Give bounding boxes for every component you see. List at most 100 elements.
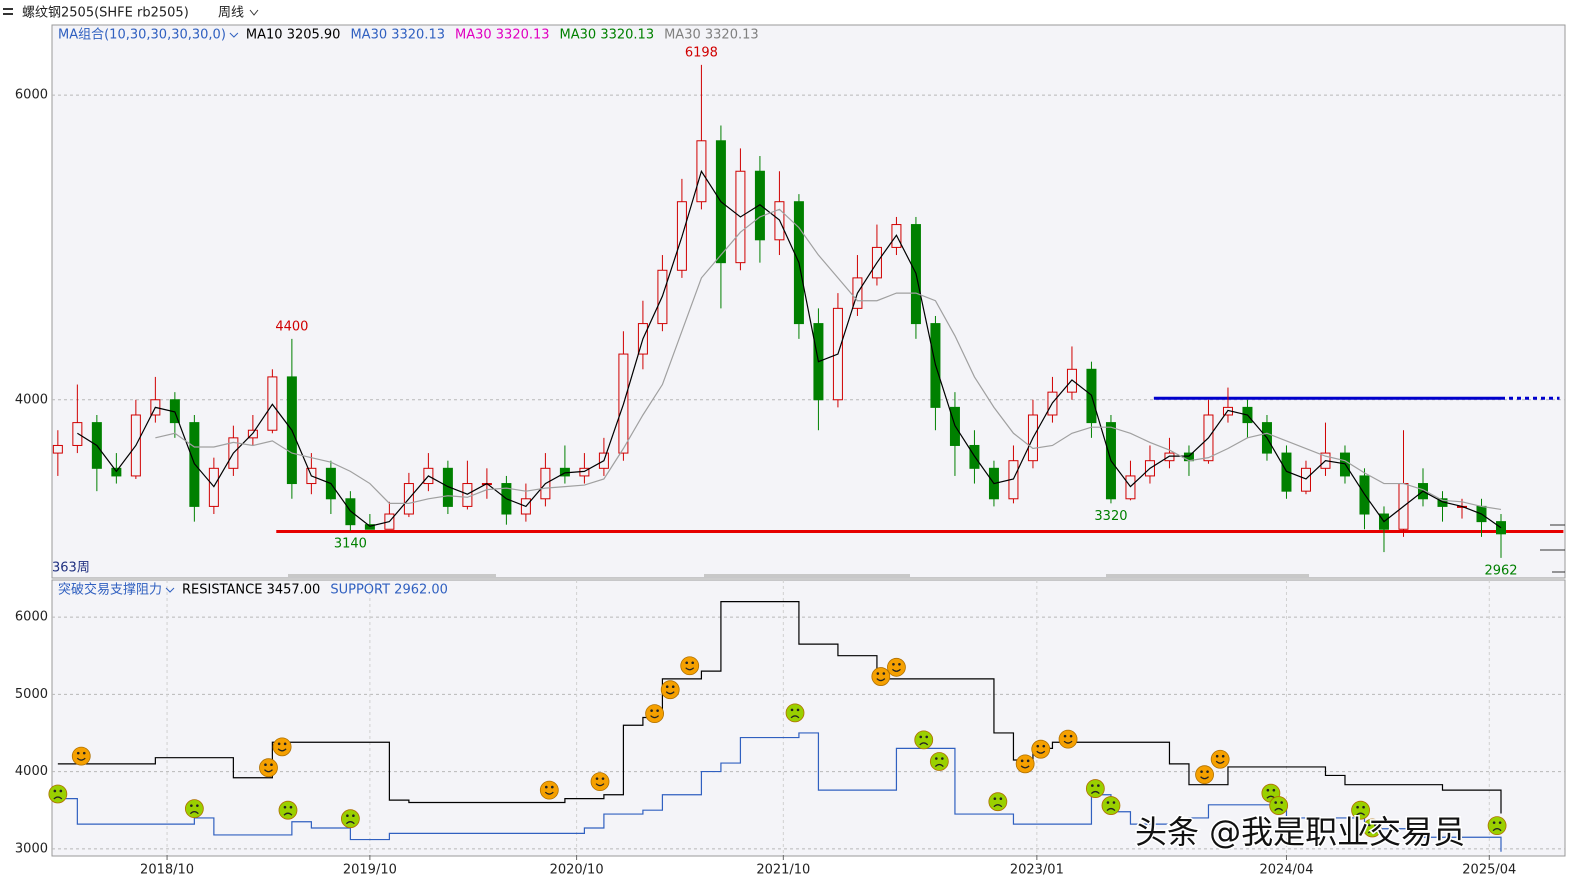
signal-mouth [1215, 760, 1225, 764]
down-signal [914, 730, 934, 750]
signal-eye [1097, 784, 1100, 787]
signal-mouth [650, 715, 660, 719]
y-tick-label: 5000 [15, 687, 48, 702]
legend-entry: MA10 3205.90 [246, 28, 341, 43]
legend-entry: RESISTANCE 3457.00 [182, 583, 320, 598]
candle-body [72, 422, 83, 446]
signal-face [184, 799, 204, 819]
signal-mouth [1106, 807, 1116, 812]
signal-eye [1206, 770, 1209, 773]
symbol-title: 螺纹钢2505(SHFE rb2505) [22, 6, 189, 21]
signal-eye [1367, 823, 1371, 827]
signal-eye [1356, 805, 1359, 809]
signal-eye [1112, 801, 1116, 804]
signal-eye [59, 789, 63, 793]
low-label: 3320 [1094, 509, 1127, 524]
signal-eye [1020, 759, 1024, 763]
signal-face [645, 704, 665, 724]
up-signal [1210, 749, 1230, 769]
signal-face [272, 737, 292, 757]
signal-eye [595, 777, 599, 780]
period-selector[interactable]: 周线 [218, 6, 244, 21]
signal-face [71, 746, 91, 766]
signal-face [914, 730, 934, 750]
signal-eye [898, 662, 901, 666]
y-tick-label: 4000 [15, 392, 48, 407]
up-signal [590, 772, 610, 792]
signal-mouth [1367, 830, 1377, 834]
signal-face [1101, 796, 1121, 815]
signal-eye [993, 797, 997, 800]
signal-eye [53, 789, 57, 793]
signal-mouth [1020, 765, 1030, 769]
down-signal [1269, 796, 1289, 815]
scroll-marker [1106, 574, 1309, 577]
candle-body [754, 170, 765, 241]
signal-mouth [934, 763, 944, 767]
down-signal [340, 809, 360, 829]
x-tick-label: 2021/10 [756, 863, 810, 878]
x-tick-label: 2023/01 [1010, 863, 1064, 878]
up-signal [871, 667, 891, 686]
dropdown-chevron[interactable] [249, 9, 259, 16]
legend-entry: MA30 3320.13 [455, 28, 550, 43]
signal-eye [283, 805, 287, 809]
signal-mouth [876, 678, 886, 682]
signal-mouth [544, 791, 554, 795]
up-signal [71, 746, 91, 766]
signal-eye [876, 672, 880, 675]
up-signal [887, 657, 906, 677]
signal-eye [346, 814, 349, 817]
candle-body [364, 524, 375, 530]
signal-eye [277, 742, 281, 746]
scroll-marker [704, 574, 910, 577]
signal-face [1031, 739, 1051, 759]
signal-face [988, 792, 1008, 812]
signal-eye [1272, 788, 1276, 792]
signal-eye [264, 763, 267, 767]
legend-chevron [229, 32, 239, 38]
signal-mouth [595, 783, 605, 787]
signal-eye [545, 785, 548, 789]
signal-eye [1026, 759, 1030, 763]
x-tick-label: 2024/04 [1259, 863, 1313, 878]
signal-eye [685, 661, 689, 665]
signal-face [1362, 818, 1382, 838]
signal-eye [1280, 801, 1283, 804]
signal-mouth [277, 748, 287, 752]
x-tick-label: 2020/10 [550, 863, 604, 878]
signal-eye [289, 805, 293, 809]
down-signal [1487, 816, 1507, 836]
signal-mouth [1274, 807, 1284, 812]
low-label: 2962 [1484, 563, 1517, 578]
signal-mouth [1090, 790, 1100, 795]
signal-mouth [283, 812, 293, 816]
signal-face [1058, 729, 1078, 749]
signal-eye [1266, 788, 1270, 792]
signal-eye [76, 751, 80, 755]
signal-eye [283, 742, 287, 746]
indicator-panel [51, 579, 1566, 857]
signal-eye [892, 662, 895, 666]
x-tick-label: 2018/10 [140, 863, 194, 878]
candle-body [345, 498, 356, 526]
legend-entry: MA30 3320.13 [664, 28, 759, 43]
signal-mouth [1036, 750, 1046, 754]
signal-face [871, 667, 891, 686]
high-label: 6198 [685, 45, 718, 60]
signal-eye [1362, 805, 1365, 809]
signal-eye [1106, 801, 1110, 804]
signal-eye [691, 661, 695, 665]
step-line [57, 601, 1502, 814]
up-signal [1195, 765, 1214, 785]
signal-eye [551, 785, 554, 789]
signal-face [48, 784, 68, 804]
signal-eye [796, 708, 800, 712]
signal-face [590, 772, 610, 792]
signal-eye [790, 708, 794, 712]
signal-eye [1200, 770, 1203, 773]
menu-icon[interactable] [3, 8, 13, 15]
signal-eye [196, 804, 199, 807]
signal-eye [882, 672, 886, 675]
